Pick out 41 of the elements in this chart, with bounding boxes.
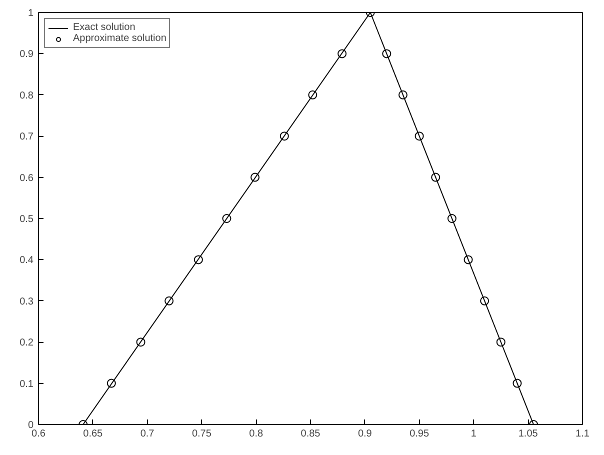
point bbox=[338, 49, 347, 58]
point bbox=[136, 338, 146, 347]
point bbox=[398, 90, 408, 100]
x-tick-label: 1.1 bbox=[576, 428, 590, 440]
y-tick-label: 0.7 bbox=[20, 132, 34, 143]
point bbox=[464, 255, 473, 264]
point bbox=[512, 378, 522, 388]
legend-label: Approximate solution bbox=[73, 33, 166, 44]
x-tick-label: 0.9 bbox=[358, 428, 372, 440]
y-tick-label: 0.9 bbox=[20, 49, 34, 60]
point bbox=[194, 255, 203, 264]
point bbox=[447, 214, 456, 223]
x-tick-label: 0.95 bbox=[410, 428, 430, 440]
point bbox=[496, 338, 506, 347]
x-tick-label: 0.65 bbox=[83, 428, 104, 440]
point bbox=[164, 296, 174, 306]
y-tick-label: 0.3 bbox=[20, 296, 34, 308]
y-tick-label: 0.2 bbox=[20, 338, 34, 349]
point bbox=[480, 296, 490, 306]
point bbox=[222, 214, 232, 223]
point bbox=[280, 132, 289, 141]
point bbox=[414, 132, 424, 141]
y-tick-label: 0.5 bbox=[20, 214, 34, 225]
x-tick-label: 0.85 bbox=[300, 428, 321, 440]
point bbox=[431, 172, 440, 182]
x-tick-label: 0.8 bbox=[249, 428, 264, 440]
x-tick-label: 0.75 bbox=[192, 428, 212, 440]
y-tick-label: 0 bbox=[28, 420, 34, 431]
point bbox=[308, 90, 318, 100]
x-tick-label: 1.05 bbox=[518, 428, 538, 440]
y-tick-label: 0.4 bbox=[20, 255, 34, 266]
point bbox=[382, 49, 392, 58]
x-tick-label: 1 bbox=[470, 428, 477, 440]
y-tick-label: 0.6 bbox=[20, 172, 34, 184]
x-tick-label: 0.7 bbox=[140, 428, 155, 440]
legend-label: Exact solution bbox=[73, 22, 136, 33]
y-tick-label: 0.1 bbox=[20, 378, 34, 390]
point bbox=[250, 172, 260, 182]
point bbox=[106, 378, 116, 388]
y-tick-label: 1 bbox=[28, 8, 34, 19]
y-tick-label: 0.8 bbox=[20, 90, 34, 102]
